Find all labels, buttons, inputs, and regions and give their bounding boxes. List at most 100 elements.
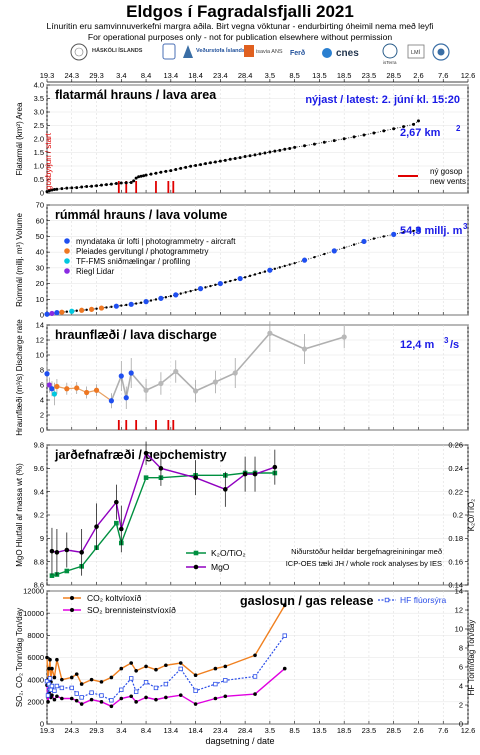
volume-marker-pleiades	[59, 309, 65, 315]
mgo-point	[252, 471, 258, 477]
y-tick-label: 9.8	[34, 441, 44, 450]
k2o-line	[51, 472, 275, 577]
volume-marker-riegl	[49, 310, 55, 317]
volume-point	[179, 292, 182, 295]
area-point	[174, 168, 178, 172]
bottom-date-label: 29.3	[89, 726, 104, 735]
y-tick-label: 0	[40, 189, 44, 198]
right-tick-label: 4	[459, 682, 463, 691]
logo-vedur: Veðurstofa Íslands	[196, 46, 245, 54]
volume-point	[65, 310, 69, 313]
hf-point	[282, 633, 287, 638]
volume-marker-aircraft	[158, 295, 164, 301]
volume-point	[382, 235, 385, 238]
volume-point	[110, 305, 113, 309]
y-tick-label: 0.5	[34, 175, 44, 184]
start-note: gosbyrjun / start	[44, 132, 53, 190]
so2-point	[74, 698, 79, 703]
discharge-point-aircraft	[173, 368, 179, 375]
volume-marker-aircraft	[237, 275, 243, 282]
right-tick-label: 0.16	[448, 557, 463, 566]
top-date-label: 13.5	[312, 71, 327, 80]
y-tick-label: 1.0	[34, 162, 44, 171]
area-point	[412, 122, 416, 126]
volume-point	[85, 308, 88, 312]
top-date-label: 18.4	[188, 71, 203, 80]
volume-marker-pleiades	[88, 306, 95, 312]
top-date-label: 8.4	[141, 71, 151, 80]
volume-point	[209, 284, 212, 288]
y-tick-label: 8000	[27, 631, 44, 640]
y-tick-label: 6000	[27, 653, 44, 662]
mgo-point	[118, 526, 124, 532]
area-point	[139, 174, 143, 178]
discharge-point-aircraft	[212, 379, 218, 385]
area-point	[169, 169, 173, 173]
y-tick-label: 3.5	[34, 94, 44, 103]
area-point	[65, 186, 69, 190]
discharge-point-pleiades	[54, 383, 60, 390]
area-point	[164, 169, 168, 173]
discharge-point-aircraft	[128, 370, 134, 376]
area-point	[203, 162, 207, 166]
so2-point	[213, 696, 218, 701]
area-point	[362, 133, 366, 137]
legend-co2-marker	[70, 596, 74, 600]
logo-isterra: isTerra	[383, 60, 397, 65]
area-point	[75, 186, 79, 190]
legend-marker-tffms	[64, 258, 70, 264]
y-tick-label: 9.2	[34, 511, 44, 520]
area-point	[144, 173, 148, 177]
area-point	[352, 135, 356, 139]
so2-point	[154, 697, 158, 702]
area-point	[233, 156, 237, 160]
right-tick-label: 0.24	[448, 464, 463, 473]
y-tick-label: 20	[36, 279, 44, 288]
mgo-point	[49, 548, 55, 554]
hf-point	[45, 693, 51, 698]
volume-marker-aircraft	[415, 227, 422, 233]
hf-point	[128, 676, 134, 681]
so2-point	[55, 694, 59, 699]
discharge-point-aircraft	[301, 346, 308, 352]
legend-mgo-label: MgO	[211, 562, 230, 572]
bottom-date-label: 18.4	[188, 726, 203, 735]
lava-area-panel: 0 0.5 1.0 1.5 2.0 2.5 3.0 3.5 4.0 flatarmál hraun…	[15, 81, 469, 198]
co2-point	[52, 675, 57, 680]
top-date-label: 3.5	[265, 71, 275, 80]
area-point	[258, 152, 262, 156]
co2-point	[89, 677, 94, 682]
y-tick-label: 14	[36, 321, 44, 330]
co2-point	[47, 666, 51, 671]
volume-point	[313, 255, 316, 259]
volume-point	[293, 261, 296, 265]
volume-point	[273, 267, 277, 270]
logo-isavia: isavia ANS	[256, 49, 283, 55]
area-point	[402, 125, 406, 129]
discharge-value-annotation: 12,4 m	[400, 339, 434, 351]
shield-logo	[162, 43, 176, 60]
legend-k2o-label: K₂O/TiO₂	[211, 548, 246, 558]
volume-marker-aircraft	[128, 301, 134, 307]
area-point	[223, 158, 227, 162]
discharge-point-aircraft	[123, 395, 129, 401]
y-tick-label: 8	[40, 366, 44, 375]
volume-point	[120, 304, 123, 307]
y-axis-label: MgO Hlutfall af massa wt (%)	[15, 463, 24, 567]
top-date-label: 23.5	[362, 71, 377, 80]
area-point	[382, 129, 386, 133]
so2-point	[69, 696, 74, 701]
bottom-date-label: 13.5	[312, 726, 327, 735]
hf-point	[223, 678, 228, 683]
right-axis-label: K₂O/TiO₂	[467, 499, 476, 532]
right-tick-label: 6	[459, 663, 463, 672]
discharge-point-pleiades	[84, 389, 90, 396]
co2-point	[119, 666, 124, 671]
area-point	[132, 179, 136, 183]
area-point	[332, 139, 336, 143]
legend-so2-marker	[70, 608, 74, 612]
discharge-point-aircraft	[49, 386, 55, 392]
plot-frame	[46, 204, 469, 316]
mgo-point	[272, 464, 278, 470]
top-date-label: 7.6	[438, 71, 448, 80]
